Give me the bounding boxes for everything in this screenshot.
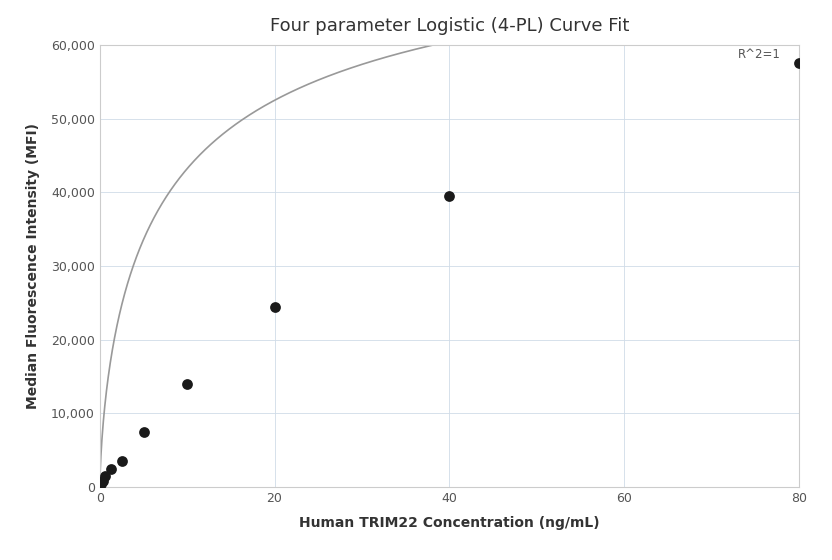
X-axis label: Human TRIM22 Concentration (ng/mL): Human TRIM22 Concentration (ng/mL) (299, 516, 600, 530)
Point (136, 427, 151, 436)
Y-axis label: Median Fluorescence Intensity (MFI): Median Fluorescence Intensity (MFI) (26, 123, 40, 409)
Point (792, 59, 805, 68)
Point (115, 457, 128, 466)
Point (99, 472, 112, 480)
Point (104, 464, 117, 473)
Point (181, 380, 194, 389)
Point (268, 302, 281, 311)
Point (443, 192, 456, 200)
Point (95, 479, 108, 488)
Title: Four parameter Logistic (4-PL) Curve Fit: Four parameter Logistic (4-PL) Curve Fit (270, 17, 629, 35)
Point (96, 476, 109, 485)
Text: R^2=1: R^2=1 (738, 49, 780, 62)
